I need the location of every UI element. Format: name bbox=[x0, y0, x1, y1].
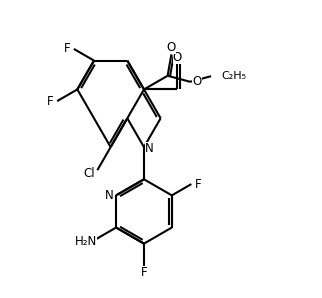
Text: H₂N: H₂N bbox=[75, 235, 97, 248]
Text: F: F bbox=[47, 94, 54, 108]
Text: O: O bbox=[173, 51, 182, 64]
Text: O: O bbox=[167, 41, 176, 54]
Text: N: N bbox=[105, 189, 114, 202]
Text: Cl: Cl bbox=[83, 167, 95, 180]
Text: C₂H₅: C₂H₅ bbox=[222, 71, 247, 81]
Text: N: N bbox=[145, 142, 154, 156]
Text: F: F bbox=[141, 266, 147, 280]
Text: O: O bbox=[192, 75, 202, 88]
Text: F: F bbox=[195, 178, 202, 191]
Text: F: F bbox=[64, 42, 70, 55]
